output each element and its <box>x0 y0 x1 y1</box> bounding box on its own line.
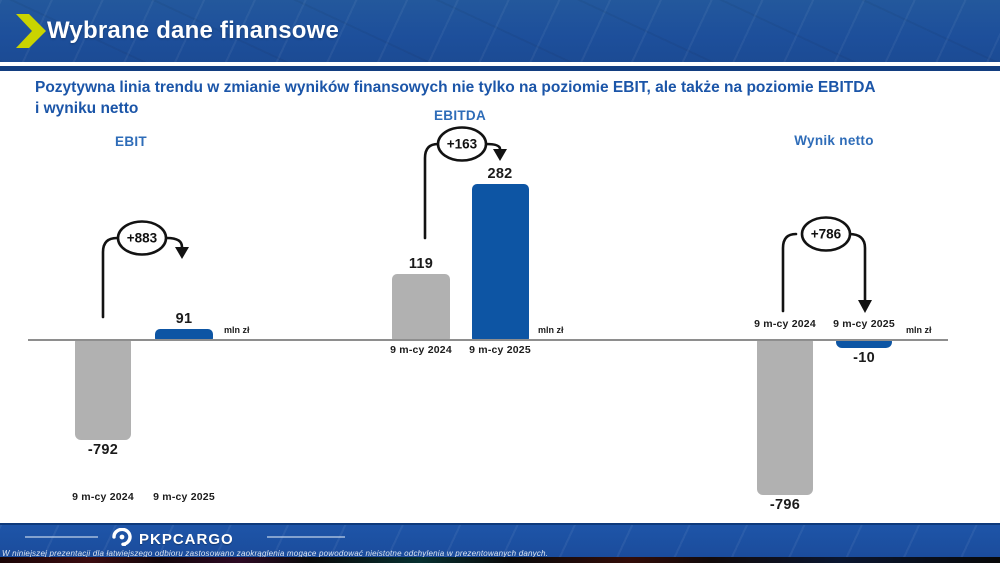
subtitle-line-2: i wyniku netto <box>35 100 139 117</box>
bar-ebit-9-m-cy-2024 <box>75 340 131 440</box>
value-label-ebit-0: -792 <box>87 442 119 458</box>
chart-title-ebitda: EBITDA <box>433 108 487 123</box>
value-label-wynik-netto-0: -796 <box>769 497 801 513</box>
trend-arrowhead-ebitda <box>493 149 507 161</box>
value-label-ebitda-0: 119 <box>408 256 434 272</box>
change-label-ebitda: +163 <box>447 137 478 152</box>
category-label-ebit-0: 9 m-cy 2024 <box>72 491 134 503</box>
chevron-icon <box>16 14 46 53</box>
bar-wynik-netto-9-m-cy-2024 <box>757 340 813 495</box>
chart-title-wynik-netto: Wynik netto <box>794 133 874 148</box>
bottom-edge-strip <box>0 557 1000 563</box>
change-label-ebit: +883 <box>127 231 158 246</box>
subtitle-line-1: Pozytywna linia trendu w zmianie wyników… <box>35 79 876 96</box>
bar-wynik-netto-9-m-cy-2025 <box>836 340 892 348</box>
change-oval-ebitda <box>436 126 488 162</box>
value-label-ebitda-1: 282 <box>487 166 513 182</box>
trend-arrowhead-ebit <box>175 247 189 259</box>
category-label-ebit-1: 9 m-cy 2025 <box>153 491 215 503</box>
unit-label-wynik-netto: mln zł <box>906 325 932 335</box>
change-oval-ebit <box>116 220 168 256</box>
category-label-wynik-netto-1: 9 m-cy 2025 <box>833 318 895 330</box>
pkp-cargo-logo: PKPCARGO <box>112 527 234 551</box>
bar-ebitda-9-m-cy-2024 <box>392 274 450 340</box>
footer-rule-right <box>267 536 345 538</box>
chart-title-ebit: EBIT <box>115 134 147 149</box>
page-title: Wybrane dane finansowe <box>47 17 340 44</box>
disclaimer-text: W niniejszej prezentacji dla łatwiejszeg… <box>2 549 549 558</box>
unit-label-ebitda: mln zł <box>538 325 564 335</box>
header-divider <box>0 66 1000 71</box>
bar-ebitda-9-m-cy-2025 <box>471 184 529 340</box>
trend-arrow-ebitda-0 <box>423 142 440 240</box>
value-label-ebit-1: 91 <box>175 311 193 327</box>
value-label-wynik-netto-1: -10 <box>853 350 875 366</box>
category-label-ebitda-0: 9 m-cy 2024 <box>390 344 452 356</box>
pkp-cargo-logo-icon <box>112 527 134 551</box>
axis-line <box>28 339 948 341</box>
category-label-wynik-netto-0: 9 m-cy 2024 <box>754 318 816 330</box>
logo-text: PKPCARGO <box>139 531 234 548</box>
trend-arrow-ebit-1 <box>165 236 184 249</box>
trend-arrow-wynik-netto-1 <box>847 232 867 302</box>
trend-arrow-wynik-netto-0 <box>781 232 798 313</box>
footer-bar: PKPCARGO W niniejszej prezentacji dla ła… <box>0 523 1000 558</box>
unit-label-ebit: mln zł <box>224 325 250 335</box>
category-label-ebitda-1: 9 m-cy 2025 <box>469 344 531 356</box>
trend-arrowhead-wynik-netto <box>858 300 872 313</box>
bar-ebit-9-m-cy-2025 <box>155 329 213 340</box>
change-oval-wynik-netto <box>800 216 852 252</box>
subtitle: Pozytywna linia trendu w zmianie wyników… <box>35 77 955 119</box>
change-label-wynik-netto: +786 <box>811 227 842 242</box>
header-bar: Wybrane dane finansowe <box>0 0 1000 62</box>
trend-arrow-ebitda-1 <box>484 142 502 151</box>
trend-arrow-ebit-0 <box>101 236 119 319</box>
footer-rule-left <box>25 536 98 538</box>
